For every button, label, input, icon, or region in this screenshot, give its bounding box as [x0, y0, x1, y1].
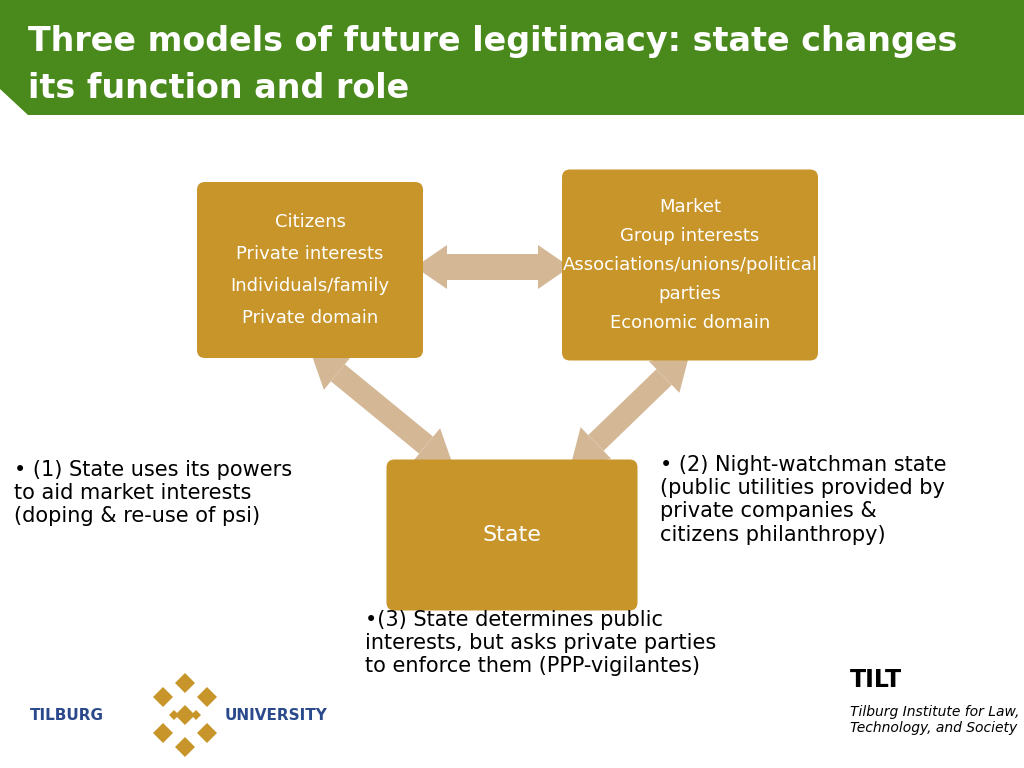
FancyBboxPatch shape: [197, 182, 423, 358]
Polygon shape: [538, 245, 570, 289]
Polygon shape: [175, 673, 195, 693]
Polygon shape: [153, 723, 173, 743]
Text: its function and role: its function and role: [28, 71, 410, 104]
Text: parties: parties: [658, 285, 721, 303]
Text: Private domain: Private domain: [242, 309, 378, 327]
Text: • (1) State uses its powers
to aid market interests
(doping & re-use of psi): • (1) State uses its powers to aid marke…: [14, 460, 292, 526]
FancyBboxPatch shape: [0, 0, 1024, 115]
Bar: [447, 254, 538, 280]
Text: TILBURG: TILBURG: [30, 707, 104, 723]
Text: TILT: TILT: [850, 668, 902, 692]
FancyBboxPatch shape: [562, 170, 818, 360]
Polygon shape: [415, 245, 447, 289]
Polygon shape: [197, 723, 217, 743]
Polygon shape: [331, 364, 433, 454]
Text: Tilburg Institute for Law,
Technology, and Society: Tilburg Institute for Law, Technology, a…: [850, 705, 1019, 735]
Polygon shape: [0, 89, 28, 115]
Polygon shape: [175, 705, 195, 725]
Polygon shape: [197, 687, 217, 707]
Text: Three models of future legitimacy: state changes: Three models of future legitimacy: state…: [28, 25, 957, 58]
Polygon shape: [310, 350, 352, 390]
Text: Market: Market: [659, 197, 721, 216]
Text: State: State: [482, 525, 542, 545]
Polygon shape: [191, 710, 201, 720]
Text: •(3) State determines public
interests, but asks private parties
to enforce them: •(3) State determines public interests, …: [365, 610, 716, 677]
Polygon shape: [169, 710, 179, 720]
Text: Economic domain: Economic domain: [610, 314, 770, 333]
Text: Individuals/family: Individuals/family: [230, 277, 389, 295]
Text: Citizens: Citizens: [274, 213, 345, 231]
Text: Group interests: Group interests: [621, 227, 760, 245]
Text: Associations/unions/political: Associations/unions/political: [562, 256, 817, 274]
Polygon shape: [588, 369, 672, 451]
Polygon shape: [153, 687, 173, 707]
Text: UNIVERSITY: UNIVERSITY: [225, 707, 328, 723]
Polygon shape: [570, 427, 611, 468]
FancyBboxPatch shape: [386, 459, 638, 611]
Text: Private interests: Private interests: [237, 245, 384, 263]
Text: • (2) Night-watchman state
(public utilities provided by
private companies &
cit: • (2) Night-watchman state (public utili…: [660, 455, 946, 545]
Polygon shape: [649, 352, 690, 393]
Polygon shape: [413, 429, 454, 468]
Polygon shape: [175, 737, 195, 757]
